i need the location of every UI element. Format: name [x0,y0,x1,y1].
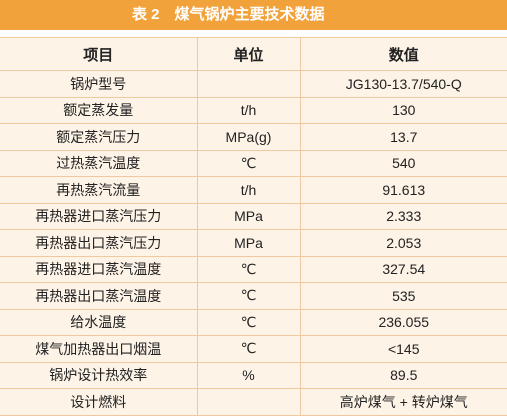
table-row: 额定蒸发量 t/h 130 [0,96,507,124]
table-row: 额定蒸汽压力 MPa(g) 13.7 [0,123,507,151]
header-row: 项目 单位 数值 [0,37,507,71]
table-cell: 再热器出口蒸汽温度 [0,282,198,310]
table-cell: t/h [196,96,301,124]
table-cell: 89.5 [299,361,507,389]
table-cell: 锅炉型号 [0,70,198,98]
table-cell: 540 [299,149,507,177]
table-cell: 再热器进口蒸汽压力 [0,202,198,230]
table-cell: 再热蒸汽流量 [0,176,198,204]
table-cell: ℃ [196,308,301,336]
table-cell: 过热蒸汽温度 [0,149,198,177]
header-cell: 单位 [196,37,301,71]
table-row: 锅炉设计热效率% 89.5 [0,361,507,389]
table-title: 表 2 煤气锅炉主要技术数据 [0,0,507,30]
table-cell: 236.055 [299,308,507,336]
table-cell: 13.7 [299,123,507,151]
table-row: 过热蒸汽温度 ℃ 540 [0,149,507,177]
table-body: 锅炉型号 JG130-13.7/540-Q 额定蒸发量 t/h 130 额定蒸汽压力 MPa… [0,70,507,416]
table-cell: 130 [299,96,507,124]
table-row: 再热器出口蒸汽温度 ℃ 535 [0,282,507,310]
table-cell: 再热器出口蒸汽压力 [0,229,198,257]
table-row: 锅炉型号 JG130-13.7/540-Q [0,70,507,98]
table-cell: 91.613 [299,176,507,204]
header-cell: 项目 [0,37,198,71]
table-cell: 煤气加热器出口烟温 [0,335,198,363]
table-cell: 额定蒸发量 [0,96,198,124]
table-cell: 锅炉设计热效率 [0,361,198,389]
table-cell: 2.053 [299,229,507,257]
table-row: 煤气加热器出口烟温 ℃ <145 [0,335,507,363]
table-cell: ℃ [196,335,301,363]
data-table: 项目 单位 数值 锅炉型号 JG130-13.7/540-Q 额定蒸发量 t/h 130 额定… [0,37,507,416]
header-cell: 数值 [299,37,507,71]
table-cell: % [196,361,301,389]
table-cell: t/h [196,176,301,204]
table-row: 再热器出口蒸汽压力 MPa 2.053 [0,229,507,257]
table-cell: 高炉煤气 + 转炉煤气 [299,388,507,416]
table-row: 再热蒸汽流量 t/h 91.613 [0,176,507,204]
table-cell: 再热器进口蒸汽温度 [0,255,198,283]
table-row: 给水温度 ℃ 236.055 [0,308,507,336]
table-cell: 327.54 [299,255,507,283]
table-cell [196,70,301,98]
table-cell: MPa(g) [196,123,301,151]
table-cell: 2.333 [299,202,507,230]
table-cell: <145 [299,335,507,363]
table-cell: JG130-13.7/540-Q [299,70,507,98]
table-cell: ℃ [196,282,301,310]
table-cell: 额定蒸汽压力 [0,123,198,151]
table-cell: MPa [196,229,301,257]
table-row: 设计燃料 高炉煤气 + 转炉煤气 [0,388,507,416]
table-cell: 535 [299,282,507,310]
table-cell: MPa [196,202,301,230]
table-cell: ℃ [196,149,301,177]
table-cell [196,388,301,416]
spacer [0,30,507,37]
table-cell: 给水温度 [0,308,198,336]
table-cell: ℃ [196,255,301,283]
table-row: 再热器进口蒸汽压力 MPa 2.333 [0,202,507,230]
table-cell: 设计燃料 [0,388,198,416]
table-row: 再热器进口蒸汽温度 ℃ 327.54 [0,255,507,283]
